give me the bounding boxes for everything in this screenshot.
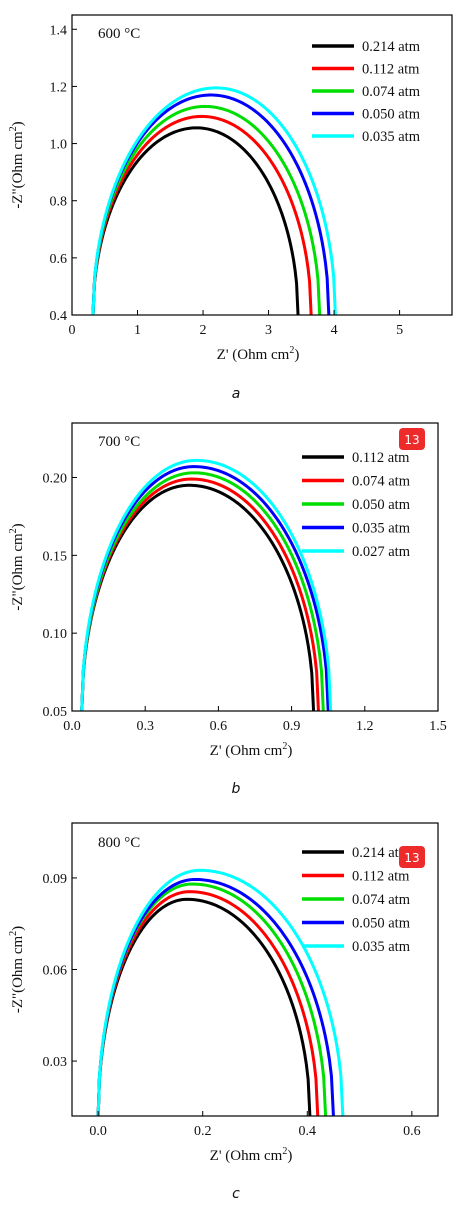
y-axis-label: -Z"(Ohm cm2) <box>8 926 26 1013</box>
x-axis-label: Z' (Ohm cm2) <box>210 741 293 759</box>
y-tick-label: 0.10 <box>43 627 68 642</box>
y-axis-label: -Z"(Ohm cm2) <box>8 523 26 610</box>
y-tick-label: 0.4 <box>50 309 68 324</box>
legend-label: 0.214 atm <box>362 39 421 55</box>
legend-label: 0.074 atm <box>362 84 421 100</box>
x-tick-label: 0.3 <box>136 719 154 734</box>
legend-label: 0.050 atm <box>352 497 411 513</box>
legend: 0.112 atm 0.074 atm 0.050 atm 0.035 atm 0.02… <box>302 450 411 560</box>
x-tick-label: 0.0 <box>63 719 81 734</box>
x-tick-label: 0.2 <box>194 1124 212 1139</box>
temperature-annotation: 600 °C <box>98 26 140 42</box>
x-axis-label: Z' (Ohm cm2) <box>210 1146 293 1164</box>
x-tick-label: 0.6 <box>210 719 228 734</box>
svg-text:13: 13 <box>404 851 419 865</box>
y-tick-label: 0.20 <box>43 471 68 486</box>
x-tick-label: 4 <box>331 323 338 338</box>
series-line-0-035-atm <box>80 465 330 711</box>
temperature-annotation: 800 °C <box>98 835 140 851</box>
x-tick-label: 0.6 <box>403 1124 421 1139</box>
legend: 0.214 atm 0.112 atm 0.074 atm 0.050 atm 0.03… <box>302 845 411 955</box>
panel-caption: c <box>232 1186 240 1202</box>
notification-badge: 13 <box>399 428 425 450</box>
y-tick-label: 0.8 <box>50 195 68 210</box>
x-tick-label: 1.5 <box>429 719 447 734</box>
y-tick-label: 1.4 <box>50 23 68 38</box>
y-tick-label: 0.05 <box>43 705 68 720</box>
legend-label: 0.074 atm <box>352 892 411 908</box>
y-tick-label: 1.0 <box>50 138 68 153</box>
chart-panel-b: 0.0 0.3 0.6 0.9 1.2 1.5 0.05 0.10 0.15 0.20 Z' (Oh… <box>8 422 447 797</box>
series-line-0-214-atm <box>96 897 312 1116</box>
plot-frame <box>71 14 453 316</box>
x-tick-label: 0.4 <box>299 1124 317 1139</box>
x-tick-label: 0.0 <box>89 1124 107 1139</box>
series-line-0-050-atm <box>80 471 325 711</box>
series-line-0-074-atm <box>91 104 322 315</box>
legend-label: 0.027 atm <box>352 544 411 560</box>
series-line-0-035-atm <box>91 86 337 315</box>
chart-panel-c: 0.0 0.2 0.4 0.6 0.03 0.06 0.09 Z' (Ohm cm2) -Z"(… <box>8 822 439 1202</box>
series-line-0-074-atm <box>80 477 320 711</box>
x-tick-label: 2 <box>200 323 207 338</box>
svg-text:13: 13 <box>404 433 419 447</box>
legend-label: 0.050 atm <box>362 107 421 123</box>
x-tick-label: 0 <box>69 323 76 338</box>
legend-label: 0.035 atm <box>352 939 411 955</box>
x-tick-label: 5 <box>396 323 403 338</box>
plot-frame <box>71 822 439 1117</box>
legend-label: 0.112 atm <box>352 450 410 466</box>
legend-label: 0.050 atm <box>352 916 411 932</box>
y-tick-label: 0.09 <box>43 872 68 887</box>
x-tick-label: 3 <box>265 323 272 338</box>
y-tick-label: 1.2 <box>50 80 68 95</box>
x-tick-label: 1.2 <box>356 719 374 734</box>
chart-panel-a: 0 1 2 3 4 5 0.4 0.6 0.8 1.0 1.2 1.4 Z' (Ohm cm2) -Z"(… <box>8 14 453 402</box>
series-line-0-214-atm <box>91 126 300 315</box>
series-line-0-027-atm <box>80 458 333 711</box>
x-axis-label: Z' (Ohm cm2) <box>217 345 300 363</box>
y-axis-label: -Z"(Ohm cm2) <box>8 121 26 208</box>
x-tick-label: 1 <box>134 323 141 338</box>
legend-label: 0.035 atm <box>352 521 411 537</box>
series-line-0-112-atm <box>96 890 320 1116</box>
temperature-annotation: 700 °C <box>98 434 140 450</box>
notification-badge: 13 <box>399 846 425 868</box>
y-tick-label: 0.03 <box>43 1055 68 1070</box>
panel-caption: b <box>232 781 241 797</box>
legend-label: 0.074 atm <box>352 474 411 490</box>
y-tick-label: 0.06 <box>43 964 68 979</box>
plot-frame <box>71 422 439 712</box>
legend-label: 0.112 atm <box>362 62 420 78</box>
x-tick-label: 0.9 <box>283 719 301 734</box>
legend-label: 0.035 atm <box>362 129 421 145</box>
y-tick-label: 0.15 <box>43 549 68 564</box>
panel-caption: a <box>232 386 241 402</box>
legend-label: 0.214 atm <box>352 845 411 861</box>
series-line-0-035-atm <box>96 868 345 1116</box>
series-line-0-112-atm <box>91 114 313 315</box>
legend-label: 0.112 atm <box>352 869 410 885</box>
y-tick-label: 0.6 <box>50 252 68 267</box>
legend: 0.214 atm 0.112 atm 0.074 atm 0.050 atm 0.03… <box>312 39 421 145</box>
